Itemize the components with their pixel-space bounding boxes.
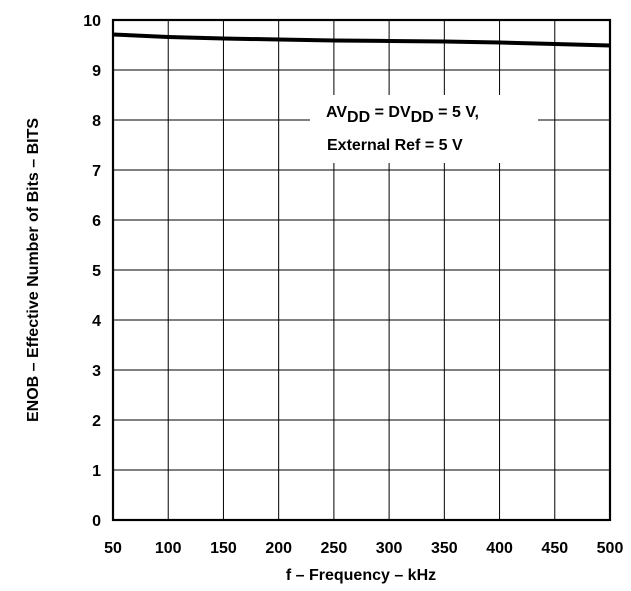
y-tick-label-3: 3 xyxy=(92,363,101,380)
annotation-av: AV xyxy=(326,104,347,121)
y-tick-label-2: 2 xyxy=(92,413,101,430)
y-tick-label-10: 10 xyxy=(83,13,101,30)
y-tick-label-5: 5 xyxy=(92,263,101,280)
y-tick-label-1: 1 xyxy=(92,463,101,480)
annotation-line2: External Ref = 5 V xyxy=(327,137,463,154)
x-tick-label-250: 250 xyxy=(321,540,348,557)
x-tick-label-400: 400 xyxy=(486,540,513,557)
x-tick-label-150: 150 xyxy=(210,540,237,557)
x-tick-label-450: 450 xyxy=(541,540,568,557)
y-tick-label-9: 9 xyxy=(92,63,101,80)
annotation-line1: AVDD = DVDD = 5 V, xyxy=(326,104,479,126)
y-tick-label-6: 6 xyxy=(92,213,101,230)
ticks: 50 100 150 200 250 300 350 400 450 500 0 1 2 3 4 5 6 7 8 9 1… xyxy=(83,13,623,557)
y-tick-label-4: 4 xyxy=(92,313,101,330)
x-tick-label-500: 500 xyxy=(597,540,624,557)
series-line-enob xyxy=(112,32,611,48)
x-tick-label-350: 350 xyxy=(431,540,458,557)
annotation-eq-dv: = DV xyxy=(370,104,411,121)
x-tick-label-50: 50 xyxy=(104,540,122,557)
plot-area-border xyxy=(111,18,612,522)
y-axis-label: ENOB – Effective Number of Bits – BITS xyxy=(25,118,42,422)
annotation-subscript-dd1: DD xyxy=(347,109,370,126)
annotation-tail: = 5 V, xyxy=(434,104,479,121)
x-axis-label: f – Frequency – kHz xyxy=(286,567,436,584)
y-tick-label-8: 8 xyxy=(92,113,101,130)
annotation-subscript-dd2: DD xyxy=(411,109,434,126)
annotation-background xyxy=(310,95,538,163)
x-tick-label-300: 300 xyxy=(376,540,403,557)
x-tick-label-200: 200 xyxy=(265,540,292,557)
y-tick-label-7: 7 xyxy=(92,163,101,180)
x-tick-label-100: 100 xyxy=(155,540,182,557)
y-tick-label-0: 0 xyxy=(92,513,101,530)
